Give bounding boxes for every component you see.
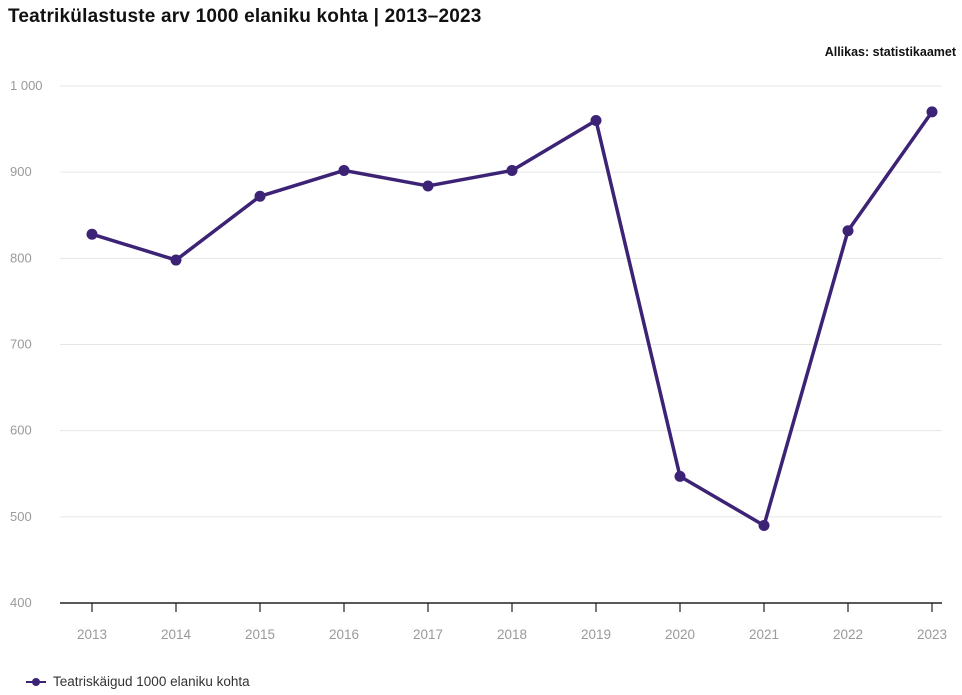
legend-label: Teatriskäigud 1000 elaniku kohta [53,674,250,689]
data-point [590,114,602,126]
x-tick-label: 2015 [245,627,275,642]
data-point [926,106,938,118]
y-tick-label: 1 000 [10,78,43,93]
series-layer [86,106,938,531]
data-point [86,228,98,240]
x-tick-label: 2013 [77,627,107,642]
x-tick-label: 2014 [161,627,192,642]
data-point [758,519,770,531]
x-tick-label: 2021 [749,627,779,642]
data-point [674,470,686,482]
data-point [254,190,266,202]
x-axis: 2013 2014 2015 2016 2017 2018 2019 2020 2021 2022… [60,602,947,642]
y-tick-label: 400 [10,595,32,610]
x-tick-label: 2017 [413,627,443,642]
x-tick-label: 2023 [917,627,947,642]
legend: Teatriskäigud 1000 elaniku kohta [26,674,250,689]
data-point [170,254,182,266]
y-tick-label: 500 [10,509,32,524]
x-tick-label: 2020 [665,627,695,642]
x-tick-label: 2016 [329,627,359,642]
x-tick-label: 2018 [497,627,527,642]
y-tick-label: 600 [10,423,32,438]
data-point [506,164,518,176]
x-tick-label: 2019 [581,627,611,642]
y-tick-label: 900 [10,164,32,179]
y-tick-label: 700 [10,337,32,352]
legend-marker-icon [26,676,46,688]
data-point [842,225,854,237]
data-point [338,164,350,176]
gridlines [60,85,942,518]
data-point [422,180,434,192]
y-tick-label: 800 [10,250,32,265]
chart-title: Teatrikülastuste arv 1000 elaniku kohta … [8,6,482,27]
chart-source: Allikas: statistikaamet [824,45,956,59]
x-tick-label: 2022 [833,627,863,642]
y-axis-ticks: 400 500 600 700 800 900 1 000 [10,78,43,610]
